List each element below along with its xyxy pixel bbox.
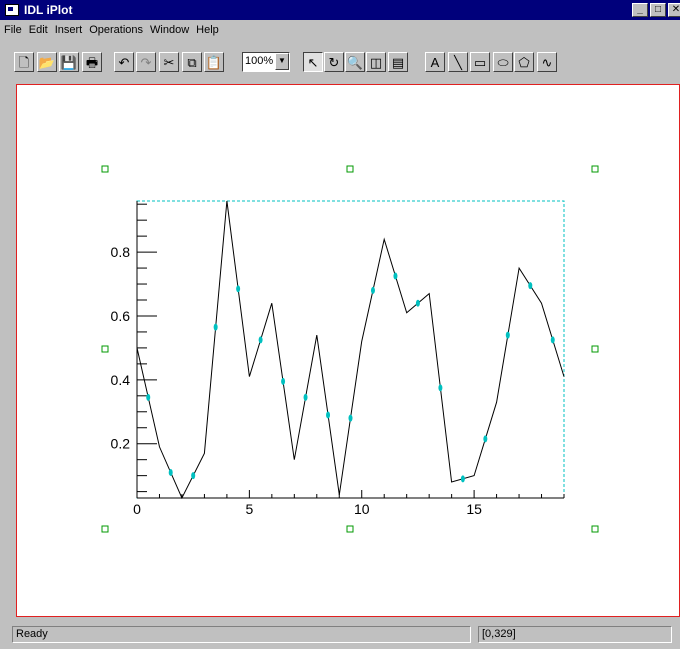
redo-icon[interactable]: ↷	[136, 52, 156, 72]
menu-bar: File Edit Insert Operations Window Help	[0, 20, 680, 39]
freehand-tool-icon[interactable]: ∿	[537, 52, 557, 72]
save-disk-icon[interactable]: 💾	[59, 52, 79, 72]
selection-box[interactable]	[136, 200, 565, 499]
rectangle-tool-icon[interactable]: ▭	[470, 52, 490, 72]
plot-svg[interactable]: 0 5 10 15 0.2 0.4 0.6 0.8	[17, 85, 680, 617]
selection-marker	[326, 411, 331, 419]
selection-marker	[213, 323, 218, 331]
x-tick-label: 5	[245, 501, 253, 517]
y-tick-label: 0.2	[111, 436, 131, 452]
menu-insert[interactable]: Insert	[54, 23, 83, 36]
cut-icon[interactable]: ✂	[159, 52, 179, 72]
plot-canvas[interactable]: 0 5 10 15 0.2 0.4 0.6 0.8	[16, 84, 680, 617]
selection-marker	[483, 435, 488, 443]
line-tool-icon[interactable]: ╲	[448, 52, 468, 72]
maximize-icon[interactable]: □	[650, 3, 666, 17]
resize-handle[interactable]	[101, 345, 109, 353]
selection-marker	[281, 377, 286, 385]
data-series-line[interactable]	[136, 200, 565, 500]
title-bar[interactable]: IDL iPlot _ □ ✕	[0, 0, 680, 20]
y-tick-label: 0.4	[111, 372, 131, 388]
resize-handle[interactable]	[346, 525, 354, 533]
zoom-value: 100%	[245, 55, 274, 67]
oval-tool-icon[interactable]: ⬭	[493, 52, 513, 72]
menu-window[interactable]: Window	[150, 23, 190, 36]
status-bar: Ready [0,329]	[0, 624, 680, 649]
selection-marker	[505, 331, 510, 339]
selection-marker	[258, 336, 263, 344]
selection-marker	[236, 285, 241, 293]
zoom-magnifier-icon[interactable]: 🔍	[345, 52, 365, 72]
status-message: Ready	[12, 626, 471, 643]
resize-handle[interactable]	[591, 525, 599, 533]
selection-marker	[191, 472, 196, 480]
new-file-icon[interactable]: 🗋	[14, 52, 34, 72]
paste-icon[interactable]: 📋	[204, 52, 224, 72]
menu-file[interactable]: File	[4, 23, 22, 36]
undo-icon[interactable]: ↶	[114, 52, 134, 72]
zoom-select[interactable]: 100% ▼	[242, 52, 290, 72]
selection-marker	[393, 272, 398, 280]
selection-marker	[168, 468, 173, 476]
data-range-icon[interactable]: ◫	[366, 52, 386, 72]
rotate-icon[interactable]: ↻	[324, 52, 344, 72]
close-icon[interactable]: ✕	[668, 3, 680, 17]
arrow-select-icon[interactable]: ↖	[303, 52, 323, 72]
selection-marker	[303, 393, 308, 401]
toolbar: 100% ▼ 🗋 📂 💾 🖶 ↶ ↷ ✂ ⧉ 📋 ↖ ↻ 🔍 ◫ ▤ A ╲ ▭ ⬭ ⬠ ∿	[0, 40, 680, 80]
resize-handle[interactable]	[591, 345, 599, 353]
selection-marker	[415, 299, 420, 307]
selection-marker	[370, 286, 375, 294]
open-folder-icon[interactable]: 📂	[37, 52, 57, 72]
polygon-tool-icon[interactable]: ⬠	[514, 52, 534, 72]
selection-marker	[528, 282, 533, 290]
menu-help[interactable]: Help	[196, 23, 219, 36]
y-tick-label: 0.6	[111, 308, 131, 324]
data-table-icon[interactable]: ▤	[388, 52, 408, 72]
x-tick-label: 10	[354, 501, 370, 517]
menu-operations[interactable]: Operations	[89, 23, 144, 36]
selection-marker	[460, 475, 465, 483]
minimize-icon[interactable]: _	[632, 3, 648, 17]
resize-handle[interactable]	[591, 165, 599, 173]
status-coordinates: [0,329]	[478, 626, 672, 643]
y-tick-label: 0.8	[111, 244, 131, 260]
selection-marker	[438, 384, 443, 392]
x-tick-label: 15	[466, 501, 482, 517]
print-icon[interactable]: 🖶	[82, 52, 102, 72]
menu-edit[interactable]: Edit	[28, 23, 48, 36]
resize-handle[interactable]	[101, 165, 109, 173]
copy-icon[interactable]: ⧉	[182, 52, 202, 72]
selection-marker	[348, 414, 353, 422]
resize-handle[interactable]	[101, 525, 109, 533]
x-tick-label: 0	[133, 501, 141, 517]
text-tool-icon[interactable]: A	[425, 52, 445, 72]
selection-marker	[146, 393, 151, 401]
selection-marker	[550, 336, 555, 344]
window-title: IDL iPlot	[24, 3, 73, 17]
resize-handle[interactable]	[346, 165, 354, 173]
chevron-down-icon[interactable]: ▼	[275, 53, 289, 70]
app-window-icon[interactable]	[5, 4, 19, 16]
